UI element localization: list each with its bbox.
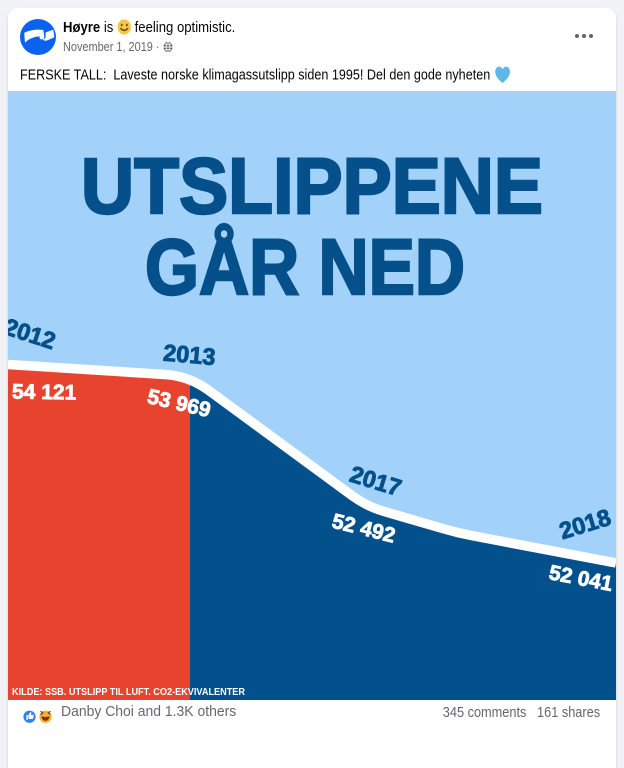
svg-text:UTSLIPPENE: UTSLIPPENE: [81, 141, 543, 230]
svg-text:2013: 2013: [162, 340, 216, 370]
svg-text:54 121: 54 121: [12, 380, 77, 404]
svg-text:GÅR NED: GÅR NED: [145, 222, 465, 311]
svg-text:KILDE: SSB. UTSLIPP TIL LUFT.: KILDE: SSB. UTSLIPP TIL LUFT. CO2-EKVIVA…: [12, 686, 245, 698]
